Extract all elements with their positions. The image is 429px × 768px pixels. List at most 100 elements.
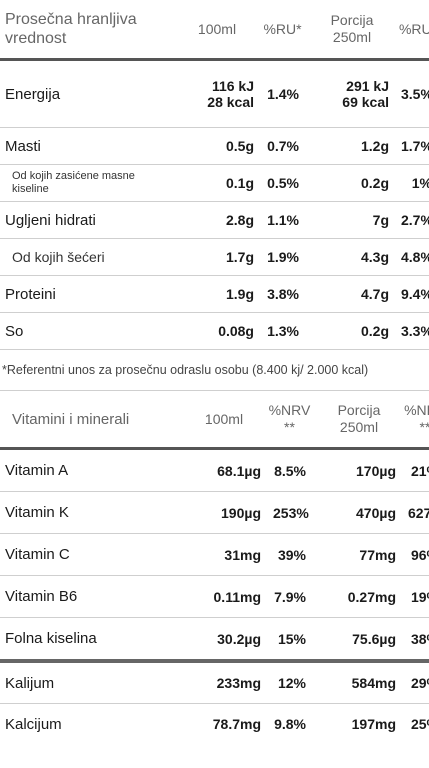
row-percent-portion: 1% bbox=[395, 164, 429, 202]
vitamins-header-100ml: 100ml bbox=[181, 390, 267, 450]
row-label: Od kojih zasićene masne kiseline bbox=[0, 164, 174, 202]
row-value-portion: 291 kJ 69 kcal bbox=[305, 59, 395, 128]
energy-kcal-portion: 69 kcal bbox=[342, 94, 389, 110]
row-percent-100ml: 253% bbox=[267, 491, 312, 534]
row-value-100ml: 1.9g bbox=[174, 275, 260, 313]
row-value-100ml: 116 kJ 28 kcal bbox=[174, 59, 260, 128]
row-percent-portion: 29% bbox=[402, 661, 429, 704]
row-value-100ml: 68.1µg bbox=[181, 448, 267, 492]
vitamins-table: Vitamini i minerali 100ml %NRV ** Porcij… bbox=[0, 390, 429, 744]
vitamins-row-a: Vitamin A 68.1µg 8.5% 170µg 21% bbox=[0, 448, 429, 492]
row-value-portion: 170µg bbox=[312, 448, 402, 492]
row-label: Ugljeni hidrati bbox=[0, 201, 174, 239]
vitamins-row-b6: Vitamin B6 0.11mg 7.9% 0.27mg 19% bbox=[0, 575, 429, 618]
row-label: Od kojih šećeri bbox=[0, 238, 174, 276]
nutrition-header-ru: %RU* bbox=[260, 0, 305, 61]
row-percent-portion: 38% bbox=[402, 617, 429, 663]
row-percent-100ml: 1.3% bbox=[260, 312, 305, 350]
row-value-100ml: 2.8g bbox=[174, 201, 260, 239]
row-percent-portion: 3.3% bbox=[395, 312, 429, 350]
row-label: Masti bbox=[0, 127, 174, 165]
row-percent-portion: 627% bbox=[402, 491, 429, 534]
energy-kj-100ml: 116 kJ bbox=[211, 78, 254, 94]
vitamins-row-folic-acid: Folna kiselina 30.2µg 15% 75.6µg 38% bbox=[0, 617, 429, 663]
row-value-portion: 0.27mg bbox=[312, 575, 402, 618]
row-percent-portion: 19% bbox=[402, 575, 429, 618]
nutrition-row-sugars: Od kojih šećeri 1.7g 1.9% 4.3g 4.8% bbox=[0, 238, 429, 276]
row-percent-portion: 4.8% bbox=[395, 238, 429, 276]
row-value-portion: 584mg bbox=[312, 661, 402, 704]
row-value-portion: 77mg bbox=[312, 533, 402, 576]
row-value-100ml: 1.7g bbox=[174, 238, 260, 276]
minerals-row-potassium: Kalijum 233mg 12% 584mg 29% bbox=[0, 661, 429, 704]
row-value-100ml: 233mg bbox=[181, 661, 267, 704]
row-percent-portion: 21% bbox=[402, 448, 429, 492]
row-percent-portion: 96% bbox=[402, 533, 429, 576]
row-value-portion: 75.6µg bbox=[312, 617, 402, 663]
vitamins-row-k: Vitamin K 190µg 253% 470µg 627% bbox=[0, 491, 429, 534]
row-value-portion: 7g bbox=[305, 201, 395, 239]
row-percent-portion: 1.7% bbox=[395, 127, 429, 165]
row-percent-100ml: 3.8% bbox=[260, 275, 305, 313]
row-percent-100ml: 8.5% bbox=[267, 448, 312, 492]
row-percent-100ml: 0.5% bbox=[260, 164, 305, 202]
row-percent-100ml: 15% bbox=[267, 617, 312, 663]
row-label: Vitamin B6 bbox=[0, 575, 181, 618]
row-value-portion: 1.2g bbox=[305, 127, 395, 165]
row-label: Vitamin A bbox=[0, 448, 181, 492]
row-percent-portion: 25% bbox=[410, 716, 429, 732]
row-percent-100ml: 39% bbox=[267, 533, 312, 576]
row-value-portion: 4.7g bbox=[305, 275, 395, 313]
row-label: So bbox=[0, 312, 174, 350]
vitamins-header-label: Vitamini i minerali bbox=[0, 390, 181, 450]
vitamins-header-row: Vitamini i minerali 100ml %NRV ** Porcij… bbox=[0, 390, 429, 450]
row-value-100ml: 0.1g bbox=[174, 164, 260, 202]
row-percent-100ml: 12% bbox=[267, 661, 312, 704]
vitamins-header-nrv2: %NRV ** bbox=[402, 390, 429, 450]
row-label: Kalcijum bbox=[5, 715, 62, 733]
row-label: Vitamin K bbox=[0, 491, 181, 534]
row-percent-portion: 2.7% bbox=[395, 201, 429, 239]
minerals-row-calcium: Kalcijum 78.7mg 9.8% 197mg 25% bbox=[0, 704, 429, 745]
nutrition-table: Prosečna hranljiva vrednost 100ml %RU* P… bbox=[0, 0, 429, 350]
nutrition-header-label: Prosečna hranljiva vrednost bbox=[0, 0, 174, 61]
nutrition-row-fat: Masti 0.5g 0.7% 1.2g 1.7% bbox=[0, 127, 429, 165]
nutrition-row-protein: Proteini 1.9g 3.8% 4.7g 9.4% bbox=[0, 275, 429, 313]
vitamins-row-c: Vitamin C 31mg 39% 77mg 96% bbox=[0, 533, 429, 576]
vitamins-header-portion: Porcija 250ml bbox=[312, 390, 402, 450]
row-value-portion: 0.2g bbox=[305, 312, 395, 350]
row-value-100ml: 30.2µg bbox=[181, 617, 267, 663]
nutrition-header-row: Prosečna hranljiva vrednost 100ml %RU* P… bbox=[0, 0, 429, 61]
row-label: Proteini bbox=[0, 275, 174, 313]
row-percent-100ml: 9.8% bbox=[274, 716, 306, 732]
row-value-100ml: 31mg bbox=[181, 533, 267, 576]
row-value-100ml: 190µg bbox=[181, 491, 267, 534]
row-label: Folna kiselina bbox=[0, 617, 181, 663]
row-percent-100ml: 7.9% bbox=[267, 575, 312, 618]
row-value-100ml: 78.7mg bbox=[212, 716, 261, 732]
row-label: Energija bbox=[0, 59, 174, 128]
nutrition-row-carbs: Ugljeni hidrati 2.8g 1.1% 7g 2.7% bbox=[0, 201, 429, 239]
nutrition-header-portion: Porcija 250ml bbox=[305, 0, 395, 61]
row-value-portion: 470µg bbox=[312, 491, 402, 534]
row-value-portion: 4.3g bbox=[305, 238, 395, 276]
nutrition-row-saturated: Od kojih zasićene masne kiseline 0.1g 0.… bbox=[0, 164, 429, 202]
row-value-portion: 0.2g bbox=[305, 164, 395, 202]
energy-kj-portion: 291 kJ bbox=[346, 78, 389, 94]
row-value-100ml: 0.5g bbox=[174, 127, 260, 165]
row-value-portion: 197mg bbox=[351, 716, 396, 732]
reference-intake-footnote: *Referentni unos za prosečnu odraslu oso… bbox=[2, 363, 369, 377]
row-percent-100ml: 1.1% bbox=[260, 201, 305, 239]
nutrition-header-100ml: 100ml bbox=[174, 0, 260, 61]
row-label: Vitamin C bbox=[0, 533, 181, 576]
vitamins-header-nrv: %NRV ** bbox=[267, 390, 312, 450]
nutrition-row-salt: So 0.08g 1.3% 0.2g 3.3% bbox=[0, 312, 429, 350]
nutrition-header-ru2: %RU* bbox=[395, 0, 429, 61]
row-value-100ml: 0.11mg bbox=[181, 575, 267, 618]
row-percent-portion: 3.5% bbox=[395, 59, 429, 128]
nutrition-row-energy: Energija 116 kJ 28 kcal 1.4% 291 kJ 69 k… bbox=[0, 59, 429, 128]
row-percent-100ml: 1.4% bbox=[260, 59, 305, 128]
row-value-100ml: 0.08g bbox=[174, 312, 260, 350]
row-label: Kalijum bbox=[0, 661, 181, 704]
